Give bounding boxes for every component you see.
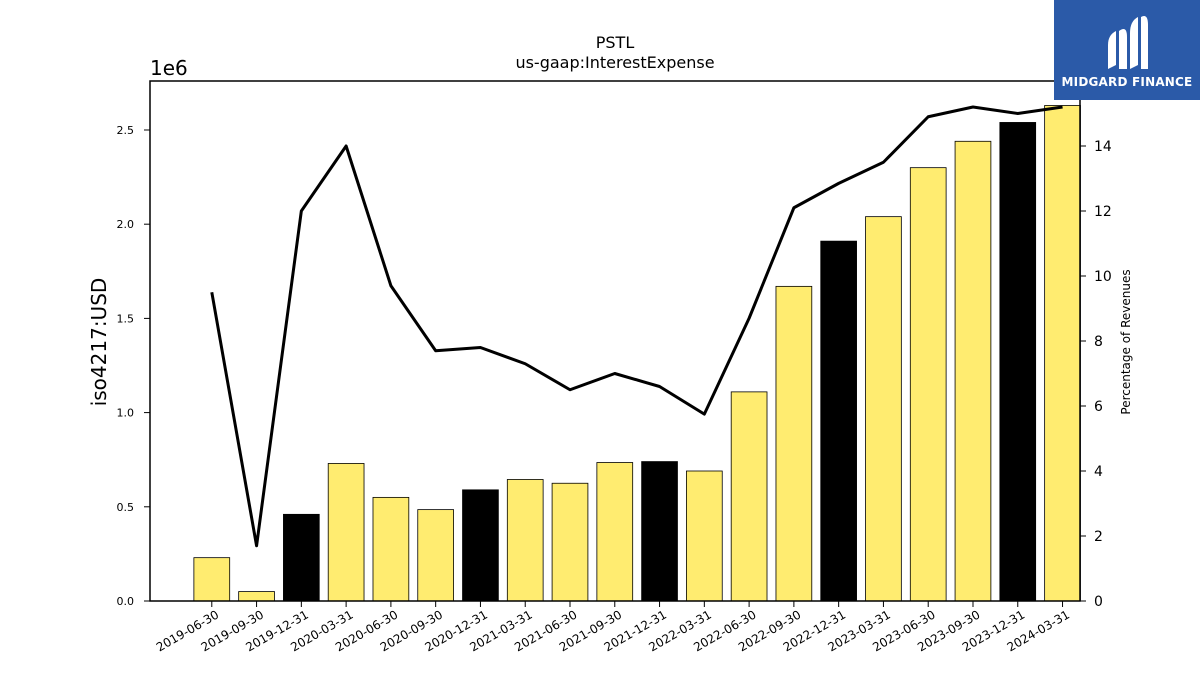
- bar-2019-06-30: [193, 557, 231, 602]
- y-tick-label: 1.5: [117, 312, 135, 325]
- y2-tick-label: 8: [1094, 334, 1103, 350]
- bar-2022-09-30: [775, 285, 813, 602]
- y-axis-label: iso4217:USD: [87, 278, 111, 407]
- logo-mark-icon: [1108, 16, 1148, 69]
- bar-2022-06-30: [730, 391, 768, 602]
- y2-axis-ticks: 0 2 4 6 8 10 12 14: [1080, 139, 1112, 610]
- x-axis-ticks: 2019-06-302019-09-302019-12-312020-03-31…: [154, 601, 1072, 654]
- bar-series: [193, 105, 1081, 602]
- chart-title: PSTL: [596, 33, 635, 52]
- bar-2024-03-31: [1044, 105, 1081, 602]
- y-tick-label: 2.0: [117, 218, 135, 231]
- bar-2020-06-30: [372, 496, 410, 602]
- y-tick-label: 1.0: [117, 407, 135, 420]
- bar-2019-09-30: [238, 591, 275, 602]
- brand-logo: MIDGARD FINANCE: [1054, 0, 1200, 100]
- y-axis-multiplier: 1e6: [150, 56, 188, 80]
- y2-axis-label: Percentage of Revenues: [1119, 269, 1133, 414]
- y2-tick-label: 4: [1094, 464, 1103, 480]
- bar-2021-12-31: [641, 461, 678, 602]
- bar-2020-03-31: [327, 463, 365, 602]
- y-tick-label: 0.0: [117, 595, 135, 608]
- bar-2021-03-31: [506, 479, 544, 602]
- bar-2020-12-31: [462, 489, 499, 602]
- y2-tick-label: 12: [1094, 204, 1112, 220]
- y-tick-label: 2.5: [117, 124, 135, 137]
- y-axis-ticks: 0.0 0.5 1.0 1.5 2.0 2.5: [117, 124, 150, 608]
- bar-2023-03-31: [865, 216, 902, 602]
- y2-tick-label: 0: [1094, 594, 1103, 610]
- bar-2022-03-31: [686, 470, 723, 602]
- logo-text: MIDGARD FINANCE: [1061, 75, 1193, 89]
- plot-frame: [149, 80, 1081, 602]
- bar-2023-09-30: [954, 140, 992, 602]
- y2-tick-label: 6: [1094, 399, 1103, 415]
- y2-tick-label: 10: [1094, 269, 1112, 285]
- bar-2022-12-31: [820, 240, 857, 602]
- bar-2023-06-30: [909, 167, 947, 602]
- ratio-line: [210, 105, 1063, 548]
- y-tick-label: 0.5: [117, 501, 135, 514]
- bar-2023-12-31: [999, 122, 1037, 602]
- y2-tick-label: 14: [1094, 139, 1112, 155]
- bar-2020-09-30: [417, 509, 454, 602]
- chart-subtitle: us-gaap:InterestExpense: [515, 53, 714, 72]
- bar-2021-09-30: [596, 462, 634, 602]
- bar-2019-12-31: [283, 513, 320, 602]
- bar-2021-06-30: [551, 482, 589, 602]
- y2-tick-label: 2: [1094, 529, 1103, 545]
